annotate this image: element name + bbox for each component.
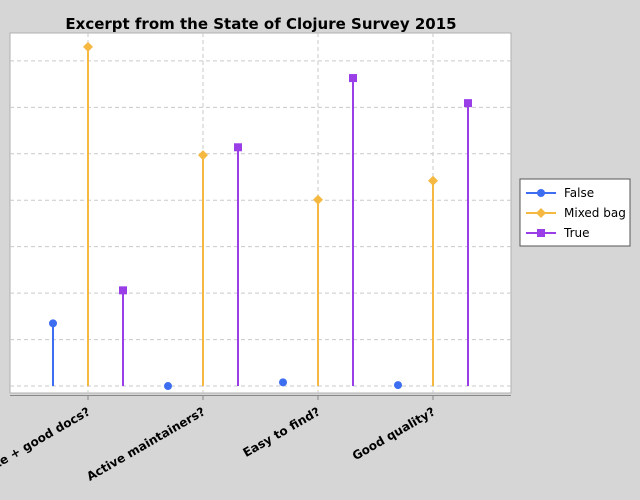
x-tick-label: Easy to find?: [241, 404, 323, 459]
data-point: [313, 194, 323, 205]
data-point: [279, 378, 287, 387]
data-point: [164, 382, 172, 391]
data-point: [119, 286, 127, 295]
data-point: [198, 150, 208, 161]
legend-marker: [537, 229, 545, 237]
data-point: [394, 381, 402, 390]
data-point: [49, 319, 57, 328]
x-tick-label: Good quality?: [350, 404, 438, 463]
data-point: [428, 175, 438, 186]
legend-label: Mixed bag: [564, 206, 626, 220]
legend-label: False: [564, 186, 594, 200]
data-point: [83, 41, 93, 52]
data-point: [349, 74, 357, 83]
markers: [49, 41, 472, 391]
legend-item: Mixed bag: [526, 206, 626, 220]
plot-area: [9, 32, 512, 394]
data-point: [464, 99, 472, 108]
legend-label: True: [563, 226, 590, 240]
chart-title: Excerpt from the State of Clojure Survey…: [65, 15, 456, 33]
x-tick-label: Accurate + good docs?: [0, 404, 93, 493]
data-point: [234, 143, 242, 152]
x-tick-label: Active maintainers?: [84, 404, 207, 483]
legend-item: True: [526, 226, 590, 240]
legend-marker: [536, 208, 546, 218]
legend-item: False: [526, 186, 594, 200]
legend-marker: [537, 189, 545, 197]
stems: [52, 46, 469, 387]
x-axis-ticks: Accurate + good docs?Active maintainers?…: [0, 395, 438, 494]
legend: False Mixed bag True: [519, 178, 631, 247]
